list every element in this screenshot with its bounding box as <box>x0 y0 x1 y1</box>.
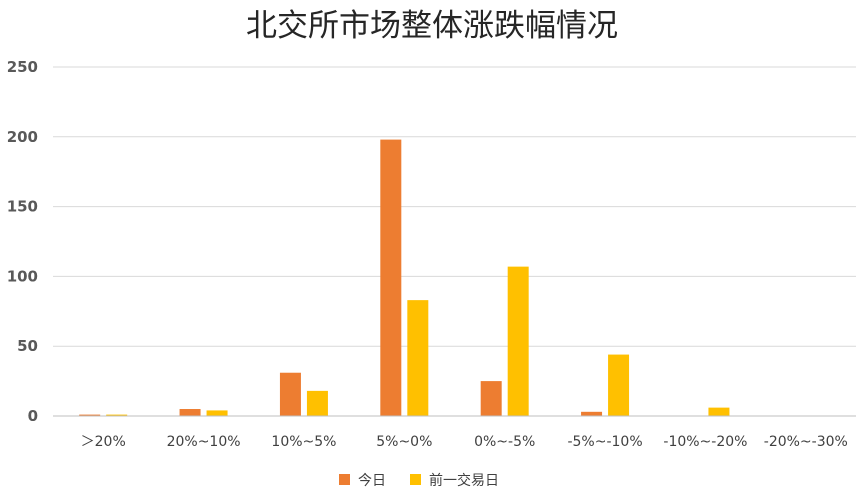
x-tick-label: -20%~-30% <box>764 434 848 450</box>
gridlines <box>53 66 856 347</box>
legend-swatch <box>410 474 421 485</box>
y-tick-label: 250 <box>7 58 38 76</box>
x-tick-label: 10%~5% <box>271 434 336 450</box>
bar-prev-day <box>206 410 228 416</box>
bar-today <box>79 414 101 416</box>
x-tick-label: -5%~-10% <box>567 434 642 450</box>
bar-prev-day <box>106 414 128 416</box>
x-tick-label: ＞20% <box>81 434 126 450</box>
y-tick-label: 150 <box>7 198 38 216</box>
bar-prev-day <box>306 390 328 416</box>
y-tick-label: 50 <box>17 337 38 355</box>
y-axis-ticks: 0 50 100 150 200 250 <box>7 58 38 425</box>
bar-today <box>179 409 201 416</box>
x-tick-label: 0%~-5% <box>474 434 535 450</box>
chart-title: 北交所市场整体涨跌幅情况 <box>246 8 618 44</box>
legend-label: 今日 <box>358 473 386 489</box>
bar-prev-day <box>407 300 429 416</box>
bars <box>79 139 730 417</box>
y-tick-label: 100 <box>7 267 38 285</box>
bar-prev-day <box>507 266 529 416</box>
legend-label: 前一交易日 <box>429 472 499 489</box>
legend-swatch <box>339 474 350 485</box>
bar-prev-day <box>608 354 630 416</box>
x-tick-label: 5%~0% <box>376 434 432 450</box>
x-tick-label: -10%~-20% <box>663 434 747 450</box>
bar-prev-day <box>708 407 730 416</box>
y-tick-label: 200 <box>7 128 38 146</box>
legend: 今日 前一交易日 <box>339 472 499 489</box>
x-tick-label: 20%~10% <box>167 434 241 450</box>
bar-today <box>480 381 502 416</box>
bar-today <box>581 411 603 416</box>
x-axis-ticks: ＞20% 20%~10% 10%~5% 5%~0% 0%~-5% -5%~-10% -10%… <box>81 434 848 450</box>
bar-today <box>279 372 301 416</box>
bar-today <box>380 139 402 417</box>
y-tick-label: 0 <box>28 407 38 425</box>
